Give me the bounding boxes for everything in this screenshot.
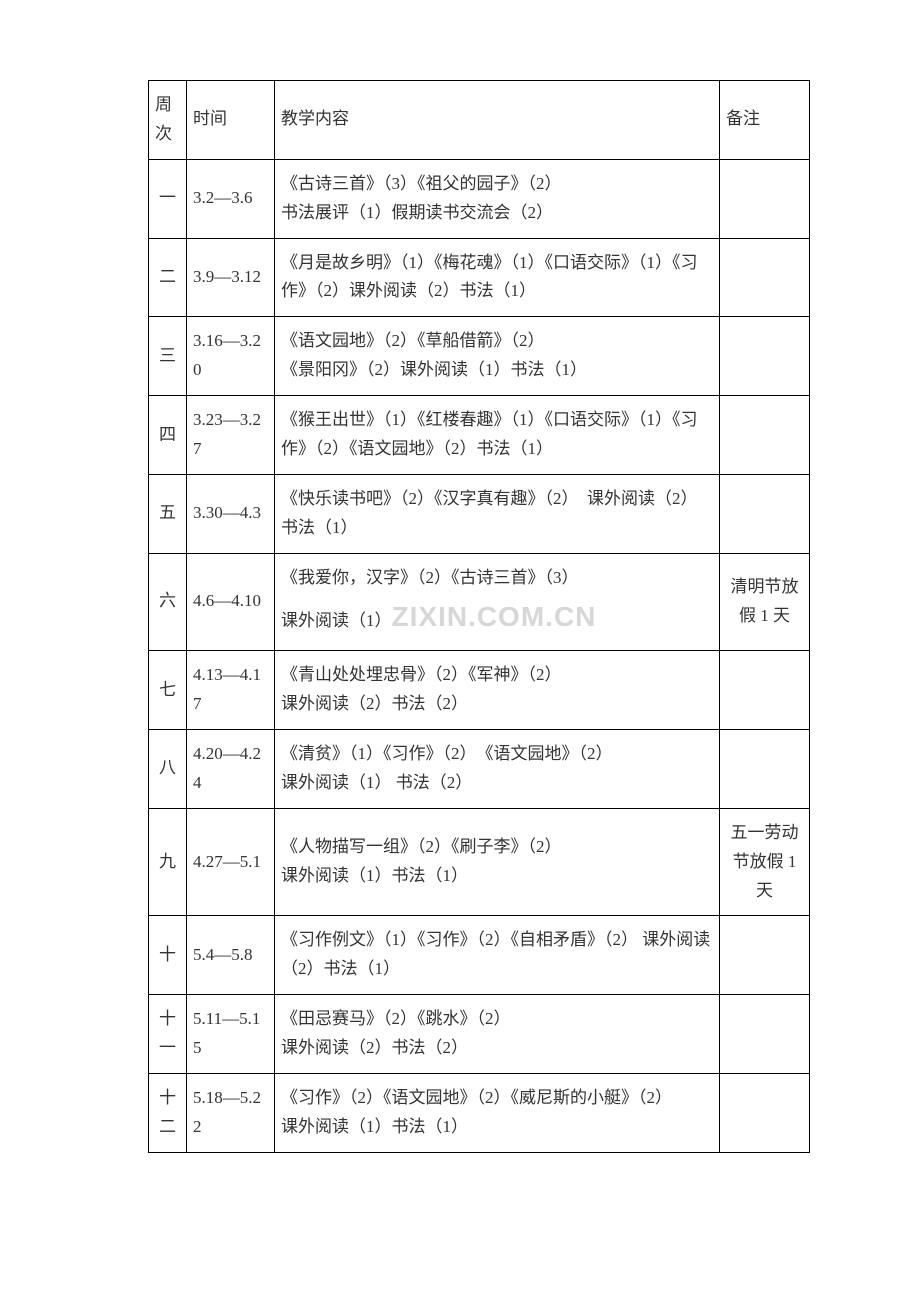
cell-content: 《习作例文》（1）《习作》（2）《自相矛盾》（2） 课外阅读（2）书法（1） <box>275 916 720 995</box>
cell-content: 《猴王出世》（1）《红楼春趣》（1）《口语交际》（1）《习作》（2）《语文园地》… <box>275 396 720 475</box>
table-row: 八 4.20—4.24 《清贫》（1）《习作》（2） 《语文园地》（2） 课外阅… <box>149 729 810 808</box>
cell-time: 3.16—3.20 <box>187 317 275 396</box>
content-line: 《我爱你，汉字》（2）《古诗三首》（3） <box>281 564 713 593</box>
content-line: 课外阅读（1） 书法（2） <box>281 769 713 798</box>
table-row: 三 3.16—3.20 《语文园地》（2）《草船借箭》（2） 《景阳冈》（2）课… <box>149 317 810 396</box>
cell-note <box>720 238 810 317</box>
header-time: 时间 <box>187 81 275 160</box>
cell-content: 《快乐读书吧》（2）《汉字真有趣》（2） 课外阅读（2）书法（1） <box>275 474 720 553</box>
cell-time: 4.20—4.24 <box>187 729 275 808</box>
content-line: 书法展评（1）假期读书交流会（2） <box>281 199 713 228</box>
cell-time: 3.2—3.6 <box>187 159 275 238</box>
cell-content: 《语文园地》（2）《草船借箭》（2） 《景阳冈》（2）课外阅读（1）书法（1） <box>275 317 720 396</box>
cell-week: 八 <box>149 729 187 808</box>
table-row: 七 4.13—4.17 《青山处处埋忠骨》（2）《军神》（2） 课外阅读（2）书… <box>149 651 810 730</box>
cell-note <box>720 159 810 238</box>
cell-note <box>720 317 810 396</box>
content-line: 《古诗三首》（3）《祖父的园子》（2） <box>281 170 713 199</box>
table-row: 五 3.30—4.3 《快乐读书吧》（2）《汉字真有趣》（2） 课外阅读（2）书… <box>149 474 810 553</box>
content-line: 课外阅读（1）书法（1） <box>281 862 713 891</box>
cell-content: 《青山处处埋忠骨》（2）《军神》（2） 课外阅读（2）书法（2） <box>275 651 720 730</box>
cell-content: 《习作》（2）《语文园地》（2）《威尼斯的小艇》（2） 课外阅读（1）书法（1） <box>275 1073 720 1152</box>
content-prefix: 课外阅读（1） <box>281 611 392 630</box>
cell-week: 十二 <box>149 1073 187 1152</box>
cell-week: 三 <box>149 317 187 396</box>
content-line: 《人物描写一组》（2）《刷子李》（2） <box>281 833 713 862</box>
cell-note <box>720 474 810 553</box>
table-row: 十二 5.18—5.22 《习作》（2）《语文园地》（2）《威尼斯的小艇》（2）… <box>149 1073 810 1152</box>
cell-note <box>720 729 810 808</box>
table-row: 六 4.6—4.10 《我爱你，汉字》（2）《古诗三首》（3） 课外阅读（1）Z… <box>149 553 810 650</box>
table-row: 二 3.9—3.12 《月是故乡明》（1）《梅花魂》（1）《口语交际》（1）《习… <box>149 238 810 317</box>
cell-note <box>720 995 810 1074</box>
schedule-table: 周次 时间 教学内容 备注 一 3.2—3.6 《古诗三首》（3）《祖父的园子》… <box>148 80 810 1153</box>
cell-time: 5.18—5.22 <box>187 1073 275 1152</box>
table-row: 九 4.27—5.1 《人物描写一组》（2）《刷子李》（2） 课外阅读（1）书法… <box>149 808 810 916</box>
header-content: 教学内容 <box>275 81 720 160</box>
content-line: 课外阅读（1）书法（1） <box>281 1113 713 1142</box>
cell-time: 3.23—3.27 <box>187 396 275 475</box>
cell-time: 4.13—4.17 <box>187 651 275 730</box>
cell-content: 《人物描写一组》（2）《刷子李》（2） 课外阅读（1）书法（1） <box>275 808 720 916</box>
cell-content: 《我爱你，汉字》（2）《古诗三首》（3） 课外阅读（1）ZIXIN.COM.CN <box>275 553 720 650</box>
table-row: 四 3.23—3.27 《猴王出世》（1）《红楼春趣》（1）《口语交际》（1）《… <box>149 396 810 475</box>
cell-note <box>720 916 810 995</box>
cell-week: 十一 <box>149 995 187 1074</box>
table-row: 一 3.2—3.6 《古诗三首》（3）《祖父的园子》（2） 书法展评（1）假期读… <box>149 159 810 238</box>
page: 周次 时间 教学内容 备注 一 3.2—3.6 《古诗三首》（3）《祖父的园子》… <box>0 0 920 1302</box>
cell-note: 五一劳动节放假 1 天 <box>720 808 810 916</box>
cell-time: 3.9—3.12 <box>187 238 275 317</box>
content-line: 《语文园地》（2）《草船借箭》（2） <box>281 327 713 356</box>
cell-time: 4.27—5.1 <box>187 808 275 916</box>
content-line: 《青山处处埋忠骨》（2）《军神》（2） <box>281 661 713 690</box>
cell-week: 十 <box>149 916 187 995</box>
content-line: 课外阅读（1）ZIXIN.COM.CN <box>281 593 713 641</box>
cell-week: 七 <box>149 651 187 730</box>
table-row: 十 5.4—5.8 《习作例文》（1）《习作》（2）《自相矛盾》（2） 课外阅读… <box>149 916 810 995</box>
cell-week: 二 <box>149 238 187 317</box>
watermark-text: ZIXIN.COM.CN <box>392 601 597 632</box>
cell-note <box>720 1073 810 1152</box>
header-note: 备注 <box>720 81 810 160</box>
content-line: 《景阳冈》（2）课外阅读（1）书法（1） <box>281 356 713 385</box>
content-line: 《清贫》（1）《习作》（2） 《语文园地》（2） <box>281 740 713 769</box>
cell-time: 5.11—5.15 <box>187 995 275 1074</box>
content-line: 《田忌赛马》（2）《跳水》（2） <box>281 1005 713 1034</box>
cell-content: 《清贫》（1）《习作》（2） 《语文园地》（2） 课外阅读（1） 书法（2） <box>275 729 720 808</box>
cell-week: 一 <box>149 159 187 238</box>
cell-content: 《田忌赛马》（2）《跳水》（2） 课外阅读（2）书法（2） <box>275 995 720 1074</box>
cell-note: 清明节放假 1 天 <box>720 553 810 650</box>
cell-note <box>720 396 810 475</box>
cell-time: 5.4—5.8 <box>187 916 275 995</box>
table-row: 十一 5.11—5.15 《田忌赛马》（2）《跳水》（2） 课外阅读（2）书法（… <box>149 995 810 1074</box>
content-line: 课外阅读（2）书法（2） <box>281 690 713 719</box>
cell-week: 六 <box>149 553 187 650</box>
cell-time: 3.30—4.3 <box>187 474 275 553</box>
cell-note <box>720 651 810 730</box>
content-line: 《习作》（2）《语文园地》（2）《威尼斯的小艇》（2） <box>281 1084 713 1113</box>
header-week: 周次 <box>149 81 187 160</box>
content-line: 课外阅读（2）书法（2） <box>281 1034 713 1063</box>
cell-content: 《月是故乡明》（1）《梅花魂》（1）《口语交际》（1）《习作》（2）课外阅读（2… <box>275 238 720 317</box>
cell-week: 五 <box>149 474 187 553</box>
cell-week: 九 <box>149 808 187 916</box>
cell-week: 四 <box>149 396 187 475</box>
cell-time: 4.6—4.10 <box>187 553 275 650</box>
cell-content: 《古诗三首》（3）《祖父的园子》（2） 书法展评（1）假期读书交流会（2） <box>275 159 720 238</box>
table-header-row: 周次 时间 教学内容 备注 <box>149 81 810 160</box>
